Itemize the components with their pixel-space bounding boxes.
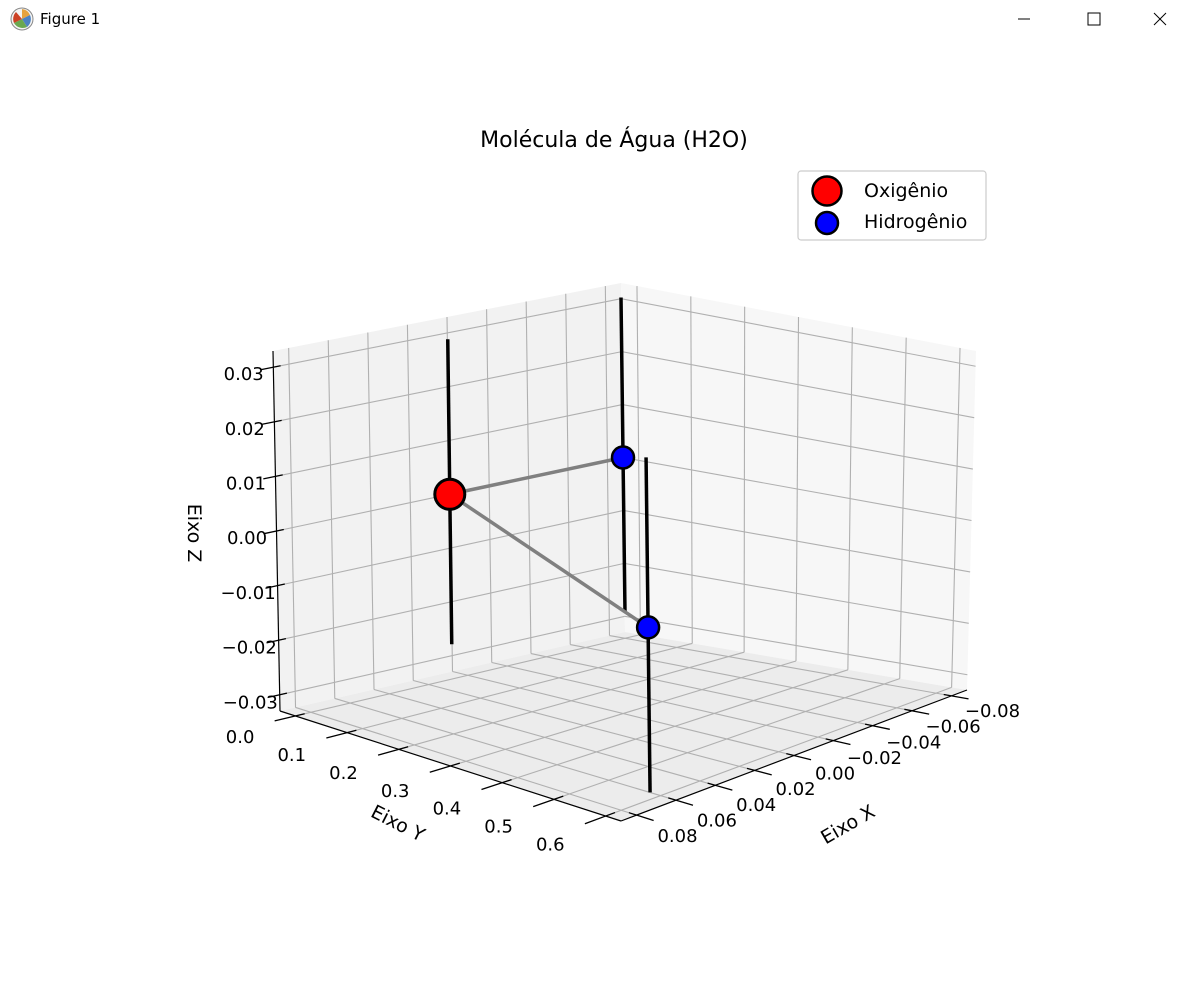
pane-back-right	[621, 283, 976, 690]
close-button[interactable]	[1129, 0, 1191, 38]
window-titlebar: Figure 1	[0, 0, 1191, 38]
legend-box	[797, 170, 987, 241]
legend-label-oxygen: Oxigênio	[864, 180, 948, 202]
grid-floor-x-5	[413, 679, 755, 771]
x-tick-label-2: −0.04	[886, 732, 941, 753]
grid-floor-x-4	[452, 670, 795, 757]
x-tick-label-0: −0.08	[965, 701, 1020, 722]
y-tick-label-1: 0.1	[277, 745, 306, 766]
legend-marker-oxygen	[811, 175, 843, 207]
grid-floor-x-8	[295, 706, 637, 816]
grid-floor-x-1	[570, 644, 913, 712]
window-title: Figure 1	[40, 10, 101, 28]
z-tick-label-5: 0.02	[225, 419, 265, 440]
y-axis-label: Eixo Y	[367, 801, 428, 847]
z-tick-mark-1	[266, 637, 287, 644]
z-tick-mark-2	[265, 583, 285, 589]
axes-ticks: 0.00.10.20.30.40.50.6−0.08−0.06−0.04−0.0…	[221, 364, 1021, 856]
grid-floor-x-7	[334, 697, 677, 801]
bond-line-1	[448, 492, 650, 629]
x-axis-label: Eixo X	[817, 801, 879, 849]
x-tick-label-1: −0.06	[926, 717, 981, 738]
minimize-button[interactable]	[989, 0, 1059, 38]
grid-left-z-0	[279, 615, 625, 696]
grid-floor-x-3	[491, 661, 834, 742]
plot-data	[433, 297, 661, 793]
legend-marker-hydrogen	[814, 210, 840, 236]
y-tick-label-2: 0.2	[329, 763, 358, 784]
x-tick-mark-4	[786, 752, 812, 761]
x-tick-mark-7	[668, 797, 694, 806]
z-tick-label-1: −0.02	[222, 638, 277, 659]
grid-left-z-6	[273, 298, 622, 368]
x-tick-mark-6	[707, 782, 733, 791]
minimize-icon	[1018, 18, 1030, 20]
z-tick-mark-5	[262, 419, 282, 425]
y-tick-mark-5	[532, 795, 564, 808]
chart-title: Molécula de Água (H2O)	[480, 127, 748, 153]
x-tick-mark-0	[943, 693, 969, 700]
y-tick-mark-2	[377, 746, 409, 756]
x-tick-mark-3	[825, 738, 851, 746]
y-tick-label-0: 0.0	[226, 727, 255, 748]
x-tick-mark-2	[864, 723, 890, 730]
x-tick-mark-1	[904, 708, 930, 715]
y-tick-mark-1	[326, 729, 357, 739]
maximize-button[interactable]	[1059, 0, 1129, 38]
grid-right-z-6	[621, 298, 976, 367]
grid-right-z-3	[622, 456, 972, 522]
legend: Oxigênio Hidrogênio	[797, 170, 987, 241]
z-tick-label-2: −0.01	[221, 583, 276, 604]
z-tick-mark-6	[261, 365, 281, 371]
y-tick-label-4: 0.4	[433, 799, 462, 820]
x-tick-mark-5	[746, 767, 772, 776]
y-tick-label-5: 0.5	[484, 817, 513, 838]
x-tick-mark-8	[628, 812, 654, 822]
x-tick-label-3: −0.02	[847, 748, 902, 769]
legend-label-hydrogen: Hidrogênio	[864, 211, 967, 233]
z-tick-label-4: 0.01	[226, 474, 266, 495]
x-tick-label-8: 0.08	[657, 826, 697, 847]
z-tick-mark-0	[267, 692, 288, 699]
grid-right-z-2	[623, 509, 971, 573]
grid-right-z-4	[622, 404, 973, 470]
grid-floor-x-0	[609, 635, 952, 697]
grid-floor-x-6	[373, 688, 716, 786]
figure-canvas: 0.0 0.1 0.2 0.3 0.4 0.5 0.6 −0.08 −0.06 −0.04 −0.0…	[0, 38, 1191, 981]
atom-hydrogen-1	[635, 615, 661, 640]
z-tick-mark-3	[264, 528, 284, 535]
atom-hydrogen-2	[610, 445, 636, 470]
x-tick-label-5: 0.02	[776, 779, 816, 800]
grid-floor-x-2	[530, 652, 873, 727]
y-tick-mark-0	[274, 713, 305, 722]
y-tick-mark-4	[481, 779, 512, 791]
maximize-icon	[1087, 12, 1101, 26]
grid-right-z-5	[621, 351, 975, 419]
z-tick-mark-4	[263, 474, 283, 480]
grid-right-z-0	[624, 615, 968, 676]
x-tick-label-7: 0.06	[697, 810, 737, 831]
matplotlib-app-icon	[10, 7, 34, 31]
chart-3d-axes: 0.00.10.20.30.40.50.6−0.08−0.06−0.04−0.0…	[183, 127, 1021, 856]
z-tick-label-6: 0.03	[224, 364, 264, 385]
x-tick-label-4: 0.00	[815, 764, 855, 785]
grid-right-z-1	[624, 562, 969, 624]
y-tick-mark-6	[584, 811, 616, 825]
x-tick-label-6: 0.04	[736, 795, 776, 816]
z-tick-label-3: 0.00	[227, 528, 267, 549]
atom-oxygen	[433, 477, 467, 511]
z-axis-label: Eixo Z	[183, 504, 205, 563]
close-icon	[1153, 12, 1167, 26]
y-tick-label-6: 0.6	[536, 835, 565, 856]
y-tick-mark-3	[429, 762, 461, 773]
y-tick-label-3: 0.3	[381, 781, 410, 802]
z-tick-label-0: −0.03	[223, 693, 278, 714]
bond-line-2	[449, 455, 624, 496]
